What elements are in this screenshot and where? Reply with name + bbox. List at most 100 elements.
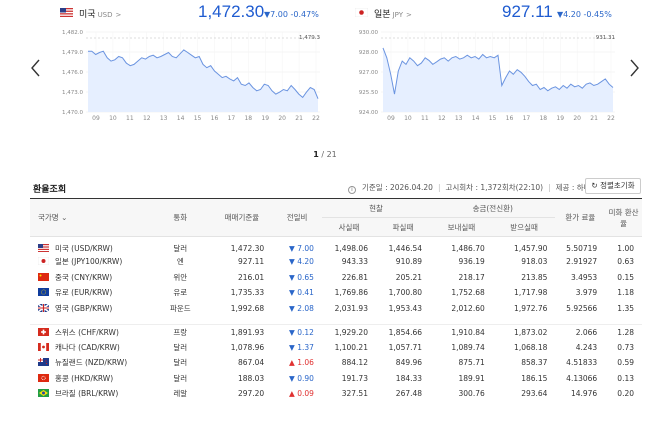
us-flag-icon xyxy=(60,8,73,17)
card-currency-name[interactable]: 일본 JPY > xyxy=(374,10,412,20)
row-cash-sell: 1,854.66 xyxy=(388,327,423,337)
table-row[interactable]: 유로 (EUR/KRW) 유로 1,735.33 ▼ 0.41 1,769.86 1,70… xyxy=(30,285,642,301)
row-cash-buy: 2,031.93 xyxy=(334,303,368,313)
row-send: 936.19 xyxy=(458,257,485,267)
row-change: ▼ 2.08 xyxy=(289,303,314,313)
row-usd-conv: 0.59 xyxy=(617,358,634,368)
row-cash-buy: 884.12 xyxy=(341,358,368,368)
row-cash-buy: 226.81 xyxy=(341,272,368,282)
row-country[interactable]: 뉴질랜드 (NZD/KRW) xyxy=(30,355,149,371)
row-usd-conv: 0.20 xyxy=(617,389,634,399)
area-fill xyxy=(88,49,318,112)
table-row[interactable]: 홍콩 (HKD/KRW) 달러 188.03 ▼ 0.90 191.73 184.33 18… xyxy=(30,371,642,387)
ca-flag-icon xyxy=(38,342,49,351)
x-tick-label: 19 xyxy=(556,115,564,122)
row-send: 2,012.60 xyxy=(451,303,485,313)
jp-flag-icon xyxy=(38,257,49,266)
card-change: ▼4.20 -0.45% xyxy=(557,10,612,19)
jpy-chart-card[interactable]: 일본 JPY > 927.11 ▼4.20 -0.45% 930.00 928.00 9… xyxy=(353,0,641,130)
row-country[interactable]: 유로 (EUR/KRW) xyxy=(30,285,149,301)
row-country[interactable]: 캐나다 (CAD/KRW) xyxy=(30,340,149,356)
row-change: ▼ 4.20 xyxy=(289,257,314,267)
col-transfer: 송금(전신환) xyxy=(430,198,556,218)
reset-sort-button[interactable]: ↻ 정렬초기화 xyxy=(585,178,641,194)
chevron-right-icon: > xyxy=(115,11,122,19)
table-row[interactable]: 미국 (USD/KRW) 달러 1,472.30 ▼ 7.00 1,498.06 1,44… xyxy=(30,237,642,255)
row-base-rate: 927.11 xyxy=(237,257,265,267)
col-receive[interactable]: 받으실때 xyxy=(492,217,556,237)
y-tick-label: 924.00 xyxy=(359,110,379,116)
row-cash-sell: 1,446.54 xyxy=(388,244,423,253)
row-currency: 달러 xyxy=(173,373,188,383)
row-cash-sell: 1,057.71 xyxy=(388,342,423,352)
table-row[interactable]: 브라질 (BRL/KRW) 레알 297.20 ▲ 0.09 327.51 267.48 3… xyxy=(30,386,642,402)
chevron-down-icon: ⌄ xyxy=(61,213,68,222)
info-icon[interactable]: i xyxy=(348,186,356,194)
x-tick-label: 22 xyxy=(607,115,615,122)
eu-flag-icon xyxy=(38,288,49,297)
card-currency-name[interactable]: 미국 USD > xyxy=(79,10,122,20)
x-tick-label: 16 xyxy=(211,115,219,122)
carousel-pager: 1 / 21 xyxy=(313,150,337,159)
table-row[interactable]: 영국 (GBP/KRW) 파운드 1,992.68 ▼ 2.08 2,031.93 1,9… xyxy=(30,301,642,317)
col-change[interactable]: 전일비 xyxy=(272,198,322,237)
exchange-rate-table: 국가명 ⌄ 통화 매매기준율 전일비 현찰 송금(전신환) 환가 료율 미화 환… xyxy=(30,198,642,402)
row-usd-conv: 0.13 xyxy=(617,373,634,383)
row-country[interactable]: 영국 (GBP/KRW) xyxy=(30,301,149,317)
col-cash-buy[interactable]: 사실때 xyxy=(321,217,376,237)
row-receive: 293.64 xyxy=(521,389,548,399)
row-country[interactable]: 미국 (USD/KRW) xyxy=(30,237,149,255)
y-tick-label: 930.00 xyxy=(359,30,379,36)
row-usd-conv: 1.35 xyxy=(617,303,634,313)
row-currency: 달러 xyxy=(173,244,188,253)
row-base-rate: 1,891.93 xyxy=(230,327,265,337)
y-tick-label: 928.00 xyxy=(359,50,379,56)
arrow-down-icon: ▼ xyxy=(289,244,295,253)
col-country[interactable]: 국가명 ⌄ xyxy=(30,198,149,237)
x-tick-label: 21 xyxy=(590,115,598,122)
table-row[interactable]: 뉴질랜드 (NZD/KRW) 달러 867.04 ▲ 1.06 884.12 849.96… xyxy=(30,355,642,371)
table-row[interactable]: 캐나다 (CAD/KRW) 달러 1,078.96 ▼ 1.37 1,100.21 1,0… xyxy=(30,340,642,356)
col-usd-conv[interactable]: 미화 환산율 xyxy=(605,198,642,237)
row-country[interactable]: 일본 (JPY100/KRW) xyxy=(30,254,149,270)
row-country[interactable]: 중국 (CNY/KRW) xyxy=(30,270,149,286)
usd-chart-card[interactable]: 미국 USD > 1,472.30 ▼7.00 -0.47% 1,482.0 1,47… xyxy=(58,0,346,130)
col-base-rate[interactable]: 매매기준율 xyxy=(211,198,273,237)
row-base-rate: 867.04 xyxy=(237,358,265,368)
col-cash-sell[interactable]: 파실때 xyxy=(375,217,431,237)
row-fee-rate: 4.243 xyxy=(575,342,598,352)
carousel-next-button[interactable] xyxy=(628,58,640,78)
card-change: ▼7.00 -0.47% xyxy=(264,10,319,19)
row-change: ▼ 0.12 xyxy=(289,327,314,337)
row-fee-rate: 3.4953 xyxy=(570,272,598,282)
col-fee-rate[interactable]: 환가 료율 xyxy=(555,198,606,237)
x-tick-label: 15 xyxy=(489,115,497,122)
jp-flag-icon xyxy=(355,8,368,17)
row-send: 1,089.74 xyxy=(451,342,485,352)
x-tick-label: 10 xyxy=(109,115,117,122)
row-change: ▼ 1.37 xyxy=(289,342,314,352)
row-send: 218.17 xyxy=(458,272,485,282)
row-country[interactable]: 브라질 (BRL/KRW) xyxy=(30,386,149,402)
table-row[interactable]: 스위스 (CHF/KRW) 프랑 1,891.93 ▼ 0.12 1,929.20 1,8… xyxy=(30,324,642,340)
row-fee-rate: 4.51833 xyxy=(566,358,598,368)
table-row[interactable]: 일본 (JPY100/KRW) 엔 927.11 ▼ 4.20 943.33 910.89… xyxy=(30,254,642,270)
br-flag-icon xyxy=(38,389,49,398)
col-send[interactable]: 보내실때 xyxy=(430,217,493,237)
jpy-line-chart: 930.00 928.00 927.00 925.50 924.00 09 10 11 12 13… xyxy=(359,30,615,122)
max-label: 1,479.3 xyxy=(299,35,320,41)
x-tick-label: 17 xyxy=(228,115,236,122)
row-base-rate: 1,078.96 xyxy=(230,342,265,352)
row-usd-conv: 0.63 xyxy=(617,257,634,267)
row-send: 189.91 xyxy=(458,373,485,383)
y-tick-label: 1,482.0 xyxy=(62,30,83,36)
row-currency: 프랑 xyxy=(173,327,188,337)
row-country[interactable]: 스위스 (CHF/KRW) xyxy=(30,324,149,340)
rate-meta: i 기준일 : 2026.04.20 | 고시회차 : 1,372회차(22:10) |… xyxy=(348,182,604,194)
nz-flag-icon xyxy=(38,358,49,367)
x-tick-label: 20 xyxy=(278,115,286,122)
table-row[interactable]: 중국 (CNY/KRW) 위안 216.01 ▼ 0.65 226.81 205.21 21… xyxy=(30,270,642,286)
row-country[interactable]: 홍콩 (HKD/KRW) xyxy=(30,371,149,387)
carousel-prev-button[interactable] xyxy=(30,58,42,78)
row-cash-sell: 910.89 xyxy=(395,257,423,267)
